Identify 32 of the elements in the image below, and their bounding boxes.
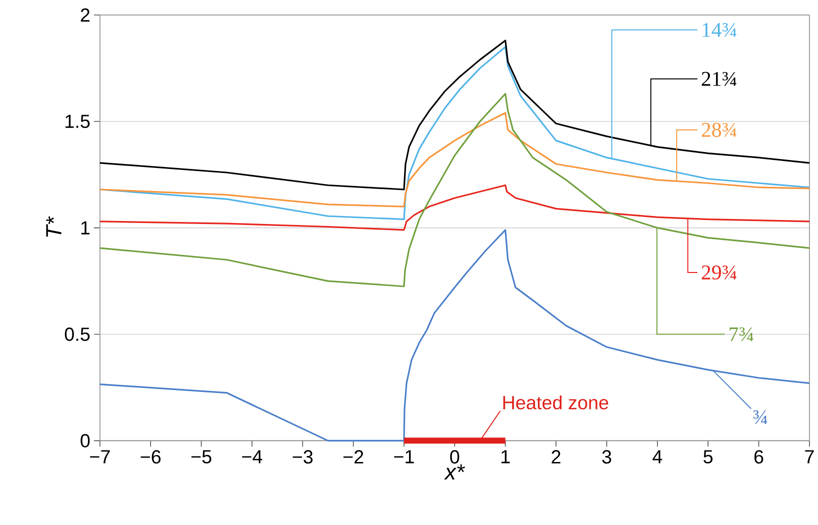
- y-tick-label: 0.5: [64, 328, 90, 342]
- x-tick-label: −5: [191, 450, 212, 464]
- x-tick-label: 2: [552, 450, 560, 464]
- text: 28¾: [702, 123, 736, 138]
- y-tick-label: 0: [80, 434, 90, 448]
- line-series: [99, 229, 810, 442]
- line-series: [99, 40, 810, 191]
- x-tick-label: 0: [450, 450, 460, 464]
- x-tick-label: −3: [292, 450, 313, 464]
- x-tick-label: 1: [502, 450, 510, 464]
- x-tick-label: −6: [140, 450, 161, 464]
- x-tick-label: 6: [754, 450, 764, 464]
- x-axis-title: x*: [444, 464, 466, 480]
- x-tick-label: 4: [652, 450, 662, 464]
- line-series: [99, 112, 810, 208]
- x-tick-label: −2: [343, 450, 364, 464]
- x-tick-label: 3: [602, 450, 612, 464]
- y-axis-title: T*: [46, 216, 62, 237]
- text: 29¾: [702, 266, 736, 280]
- x-tick-label: −7: [90, 450, 110, 464]
- text: 7¾: [730, 328, 754, 342]
- series-label: Heated zone: [503, 396, 608, 410]
- y-tick-label: 1.5: [66, 115, 90, 128]
- y-tick-label: 1: [81, 222, 90, 235]
- text: 14¾: [702, 23, 736, 37]
- x-tick-label: −4: [242, 450, 262, 464]
- series-label: ¾: [753, 410, 768, 424]
- x-tick-label: 5: [704, 450, 713, 464]
- x-tick-label: 7: [805, 450, 814, 464]
- x-tick-label: −1: [394, 450, 414, 464]
- text: 21¾: [702, 72, 736, 86]
- y-tick-label: 2: [80, 8, 90, 22]
